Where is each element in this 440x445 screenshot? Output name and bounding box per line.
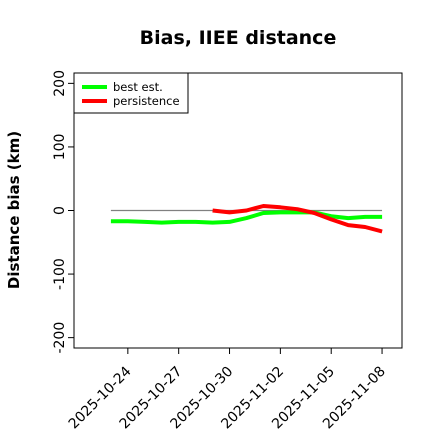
y-tick-label: 200	[52, 70, 68, 97]
y-axis-label: Distance bias (km)	[5, 131, 23, 289]
y-tick-label: 0	[52, 206, 68, 215]
x-axis: 2025-10-242025-10-272025-10-302025-11-02…	[66, 348, 389, 432]
series-line-best-est	[110, 210, 383, 225]
chart-title: Bias, IIEE distance	[140, 27, 337, 49]
legend-box	[73, 72, 189, 114]
series-layer	[110, 204, 383, 234]
y-axis: -200 -100 0 100 200	[52, 70, 74, 354]
series-line-persistence	[212, 204, 383, 234]
legend: best est.persistence	[73, 72, 189, 114]
legend-label: persistence	[113, 94, 180, 108]
y-tick-label: -200	[52, 322, 68, 354]
y-tick-label: -100	[52, 258, 68, 290]
legend-label: best est.	[113, 80, 163, 94]
y-tick-label: 100	[52, 134, 68, 161]
